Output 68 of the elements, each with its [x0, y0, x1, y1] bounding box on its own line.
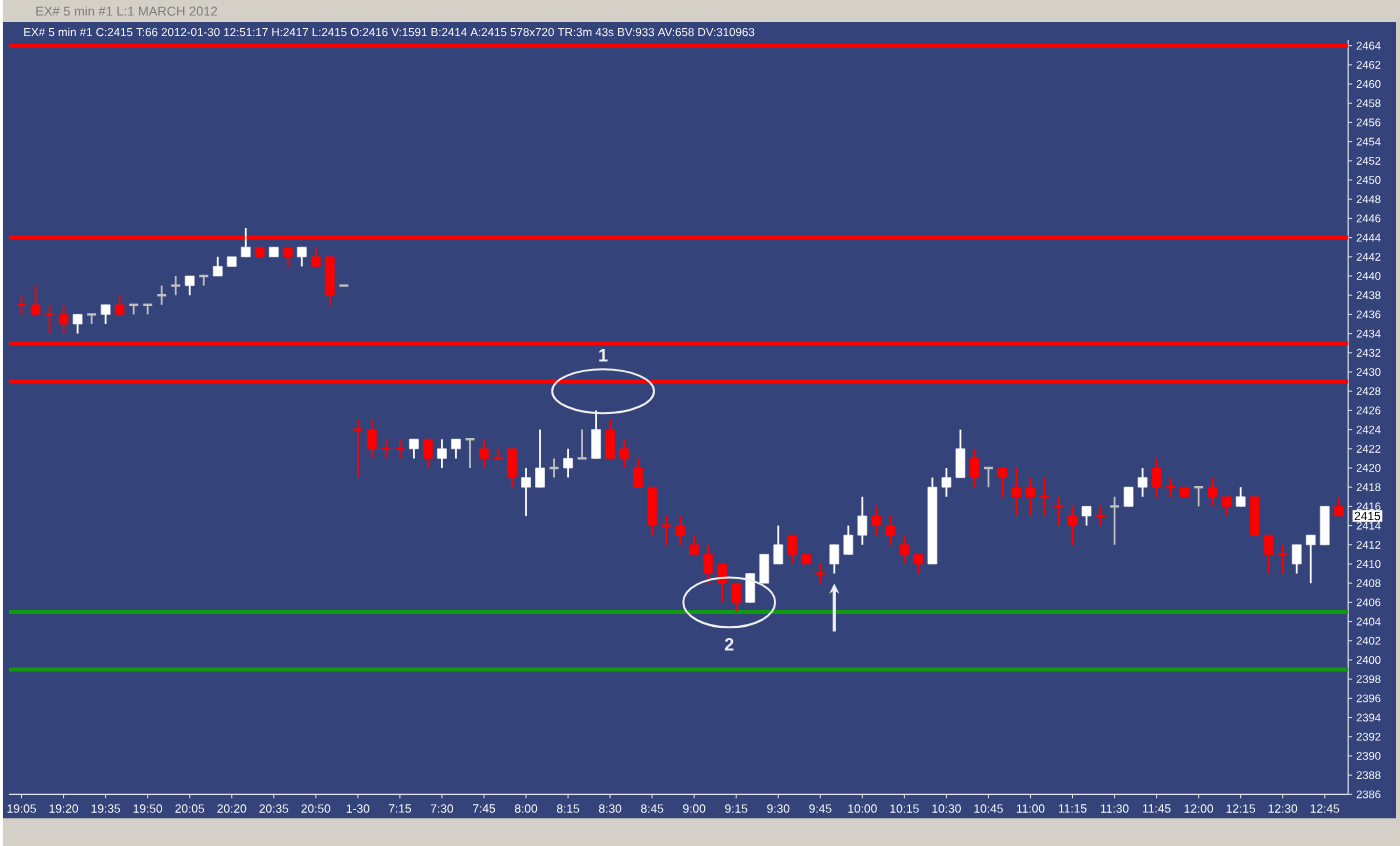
candlestick — [1081, 505, 1092, 527]
candlestick — [717, 562, 727, 604]
candlestick — [212, 255, 223, 277]
candlestick — [997, 466, 1008, 498]
candlestick — [773, 524, 784, 565]
candlestick — [100, 303, 111, 325]
candlestick — [85, 313, 98, 325]
candlestick — [283, 246, 293, 268]
candlestick — [170, 275, 182, 297]
candlestick — [731, 582, 741, 613]
candlestick — [633, 457, 643, 488]
candlestick — [1052, 495, 1065, 527]
candlestick — [43, 303, 56, 335]
candlestick — [184, 275, 195, 297]
candlestick — [492, 447, 504, 460]
candlestick — [325, 255, 335, 306]
candlestick — [367, 419, 377, 460]
candlestick — [675, 514, 685, 546]
candlestick — [829, 543, 840, 575]
candlestick — [1067, 505, 1078, 546]
candlestick — [451, 438, 461, 460]
candlestick — [787, 534, 798, 565]
candlestick — [1207, 476, 1218, 508]
candlestick — [885, 514, 896, 546]
candlestick — [759, 553, 770, 584]
candlestick — [1151, 457, 1162, 498]
candlestick — [563, 447, 573, 479]
candlestick — [1305, 534, 1316, 584]
candlestick — [647, 486, 657, 536]
candlestick — [409, 438, 419, 460]
candlestick — [605, 419, 615, 460]
candlestick — [521, 466, 531, 517]
candlestick — [660, 514, 672, 546]
candlestick — [30, 284, 41, 316]
candlestick — [1221, 495, 1232, 517]
candlestick — [703, 543, 713, 584]
candlestick — [297, 246, 307, 268]
candlestick — [72, 313, 83, 335]
candlestick — [1277, 543, 1289, 575]
candlestick — [591, 409, 601, 460]
candlestick — [871, 505, 882, 536]
candlestick — [352, 419, 364, 479]
candlestick — [969, 447, 980, 488]
candlestick — [1263, 534, 1274, 575]
candlestick — [1108, 495, 1121, 546]
candlestick — [479, 438, 489, 469]
candlestick — [1333, 495, 1344, 517]
candlestick — [1249, 495, 1260, 536]
candlestick — [1235, 486, 1246, 508]
candlestick — [1319, 505, 1330, 546]
candlestick — [689, 534, 699, 556]
candlestick — [843, 524, 854, 556]
candlestick — [507, 447, 517, 488]
annotation: 1 — [599, 349, 608, 362]
candlestick — [619, 438, 629, 469]
candlestick — [535, 428, 545, 488]
candlestick — [576, 428, 588, 460]
candlestick — [745, 572, 756, 604]
candlestick — [311, 246, 321, 268]
candlestick — [1291, 543, 1302, 575]
candlestick — [814, 562, 826, 584]
candlestick — [857, 495, 868, 546]
candlestick — [240, 227, 251, 258]
candlestick — [437, 438, 447, 469]
candlestick — [58, 303, 69, 335]
candlestick — [114, 294, 125, 316]
candlestick — [423, 438, 433, 469]
annotation: 2 — [724, 637, 734, 651]
